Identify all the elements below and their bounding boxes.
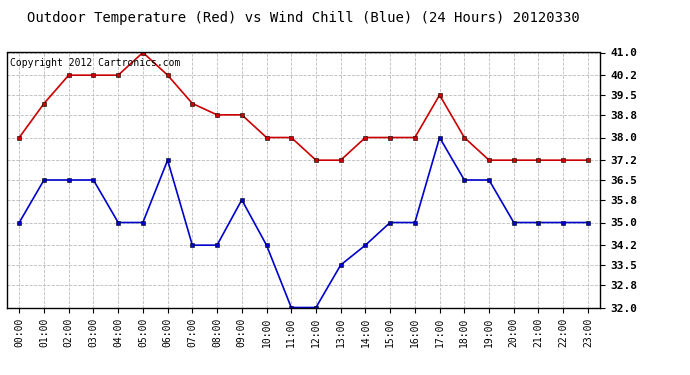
Text: Copyright 2012 Cartronics.com: Copyright 2012 Cartronics.com (10, 58, 180, 68)
Text: Outdoor Temperature (Red) vs Wind Chill (Blue) (24 Hours) 20120330: Outdoor Temperature (Red) vs Wind Chill … (27, 11, 580, 25)
